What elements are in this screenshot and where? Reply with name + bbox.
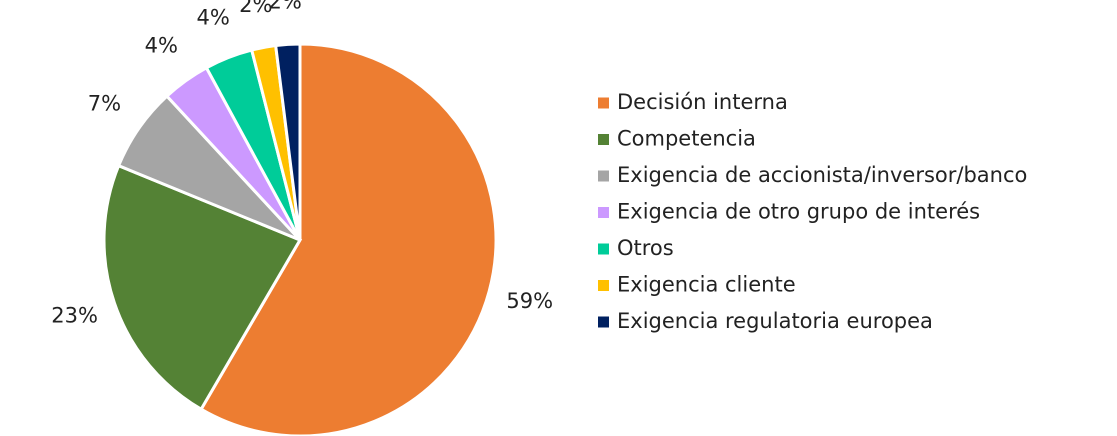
data-label: 4% — [197, 5, 230, 29]
legend-label: Exigencia regulatoria europea — [617, 309, 933, 333]
legend-swatch — [598, 134, 609, 145]
legend-swatch — [598, 97, 609, 109]
legend-label: Exigencia de otro grupo de interés — [617, 200, 980, 224]
legend-label: Competencia — [617, 127, 756, 151]
data-label: 23% — [51, 303, 98, 327]
pie-slice — [102, 163, 303, 412]
legend-label: Otros — [617, 236, 674, 260]
legend-swatch — [598, 243, 609, 255]
legend-swatch — [598, 170, 609, 182]
pie-slice — [274, 42, 302, 241]
legend-swatch — [598, 316, 609, 328]
legend-label: Exigencia de accionista/inversor/banco — [617, 163, 1027, 187]
legend-label: Decisión interna — [617, 90, 788, 114]
legend-swatch — [598, 207, 609, 218]
data-label: 2% — [239, 0, 272, 17]
data-label: 4% — [145, 34, 178, 58]
legend-swatch — [598, 280, 609, 291]
data-label: 7% — [88, 91, 121, 115]
data-label: 2% — [269, 0, 302, 13]
legend-label: Exigencia cliente — [617, 273, 796, 297]
data-label: 59% — [506, 289, 553, 313]
